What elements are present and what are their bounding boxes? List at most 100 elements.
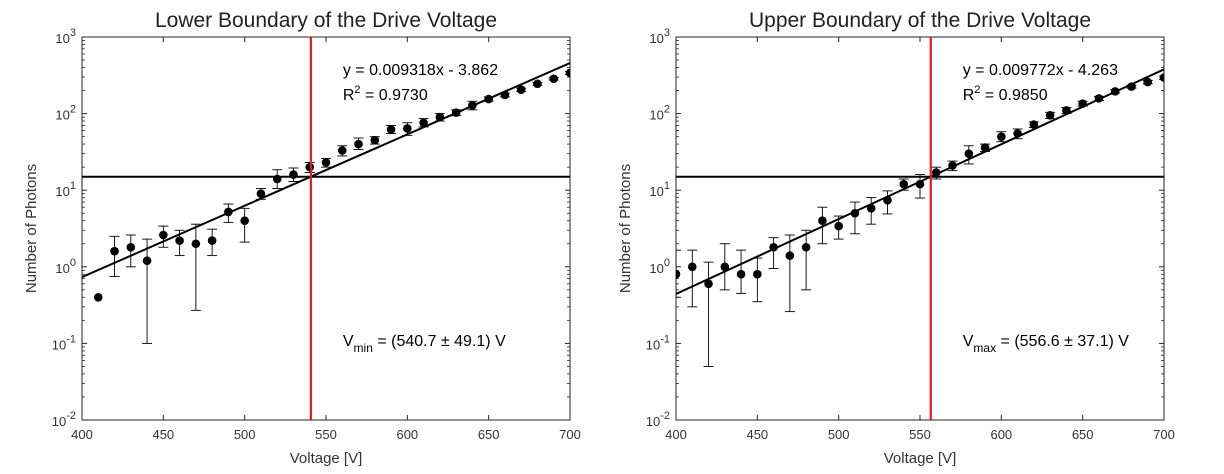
data-point-17 (931, 166, 942, 180)
data-marker (403, 124, 412, 133)
data-marker (818, 216, 827, 225)
chart-title: Upper Boundary of the Drive Voltage (749, 9, 1091, 32)
y-tick-exponent: 2 (664, 104, 670, 116)
data-point-8 (207, 228, 218, 257)
data-marker (191, 239, 201, 249)
data-marker (484, 94, 493, 104)
x-tick-label: 450 (152, 427, 174, 442)
data-point-13 (288, 167, 299, 182)
x-tick-label: 550 (315, 427, 337, 442)
data-marker (850, 208, 860, 218)
voltage-symbol: V (963, 333, 974, 350)
x-tick-label: 650 (478, 427, 500, 442)
y-tick-label: 100 (55, 257, 76, 276)
data-marker (451, 108, 461, 117)
y-tick-label: 102 (649, 104, 670, 123)
voltage-result: Vmin = (540.7 ± 49.1) V (343, 333, 506, 355)
data-marker (1062, 106, 1071, 115)
data-marker (785, 251, 795, 260)
data-marker (175, 236, 184, 245)
data-marker (899, 179, 909, 189)
data-marker (834, 221, 843, 231)
x-tick-label: 400 (71, 427, 93, 442)
data-point-25 (1061, 106, 1072, 115)
data-point-12 (849, 201, 860, 235)
y-tick-exponent: 1 (664, 180, 670, 192)
data-point-18 (947, 160, 958, 172)
y-tick-label: 10-1 (646, 333, 670, 352)
y-tick-base: 10 (55, 261, 69, 276)
y-tick-base: 10 (52, 337, 66, 352)
x-tick-label: 550 (909, 427, 931, 442)
data-point-16 (337, 145, 348, 157)
data-marker (964, 149, 974, 158)
r2-value: = 0.9850 (980, 87, 1047, 104)
data-marker (948, 161, 957, 170)
data-marker (720, 262, 730, 272)
data-marker (126, 242, 136, 252)
data-layer (82, 62, 570, 344)
data-point-1 (676, 249, 681, 298)
data-marker (1029, 120, 1039, 129)
data-marker (676, 269, 681, 279)
data-point-7 (190, 223, 201, 311)
data-marker (769, 242, 778, 252)
y-tick-base: 10 (649, 31, 663, 46)
voltage-value: = (556.6 ± 37.1) V (996, 333, 1129, 350)
x-tick-label: 500 (234, 427, 256, 442)
voltage-symbol: V (343, 333, 354, 350)
data-point-31 (1159, 73, 1164, 82)
data-point-22 (434, 112, 445, 122)
data-marker (516, 85, 526, 95)
data-marker (354, 139, 363, 149)
y-tick-base: 10 (649, 184, 663, 199)
r2-value: = 0.9730 (361, 87, 428, 104)
y-tick-exponent: -1 (660, 333, 670, 345)
data-point-18 (369, 135, 380, 145)
data-marker (1159, 73, 1164, 82)
x-tick-label: 500 (828, 427, 850, 442)
data-point-4 (719, 243, 730, 291)
data-point-23 (451, 108, 462, 117)
x-axis-label: Voltage [V] (884, 450, 957, 467)
data-point-7 (768, 237, 779, 269)
data-marker (386, 125, 396, 134)
x-tick-label: 600 (990, 427, 1012, 442)
data-point-27 (516, 85, 527, 95)
data-marker (1143, 77, 1153, 87)
data-marker (419, 118, 428, 128)
data-marker (240, 216, 249, 225)
y-tick-base: 10 (55, 184, 69, 199)
y-tick-exponent: -2 (660, 410, 670, 422)
chart-panel-2: 400 450 500 550 600 650 70010-210-110010110210… (617, 9, 1175, 467)
y-axis-label: Number of Photons (617, 164, 634, 293)
data-marker (1127, 82, 1136, 91)
chart-title: Lower Boundary of the Drive Voltage (155, 9, 497, 32)
data-point-30 (1142, 77, 1153, 87)
data-marker (1078, 99, 1087, 108)
data-marker (753, 269, 762, 279)
x-tick-label: 450 (746, 427, 768, 442)
data-marker (1094, 94, 1104, 103)
y-tick-base: 10 (55, 31, 69, 46)
y-tick-label: 101 (55, 180, 76, 199)
data-marker (305, 162, 315, 172)
y-axis-label: Number of Photons (23, 164, 40, 293)
data-point-30 (565, 68, 570, 78)
data-marker (500, 90, 510, 100)
r2-prefix: R (343, 87, 355, 104)
y-tick-exponent: 0 (70, 257, 76, 269)
x-tick-label: 400 (665, 427, 687, 442)
y-tick-exponent: 2 (70, 104, 76, 116)
data-marker (980, 143, 990, 152)
data-marker (883, 195, 892, 205)
data-point-26 (499, 90, 510, 100)
data-point-4 (142, 238, 153, 344)
r-squared: R2 = 0.9850 (963, 84, 1048, 104)
y-tick-exponent: 0 (664, 257, 670, 269)
data-point-21 (996, 131, 1007, 143)
data-point-15 (898, 178, 909, 191)
data-point-6 (174, 229, 185, 257)
data-marker (1045, 111, 1055, 120)
